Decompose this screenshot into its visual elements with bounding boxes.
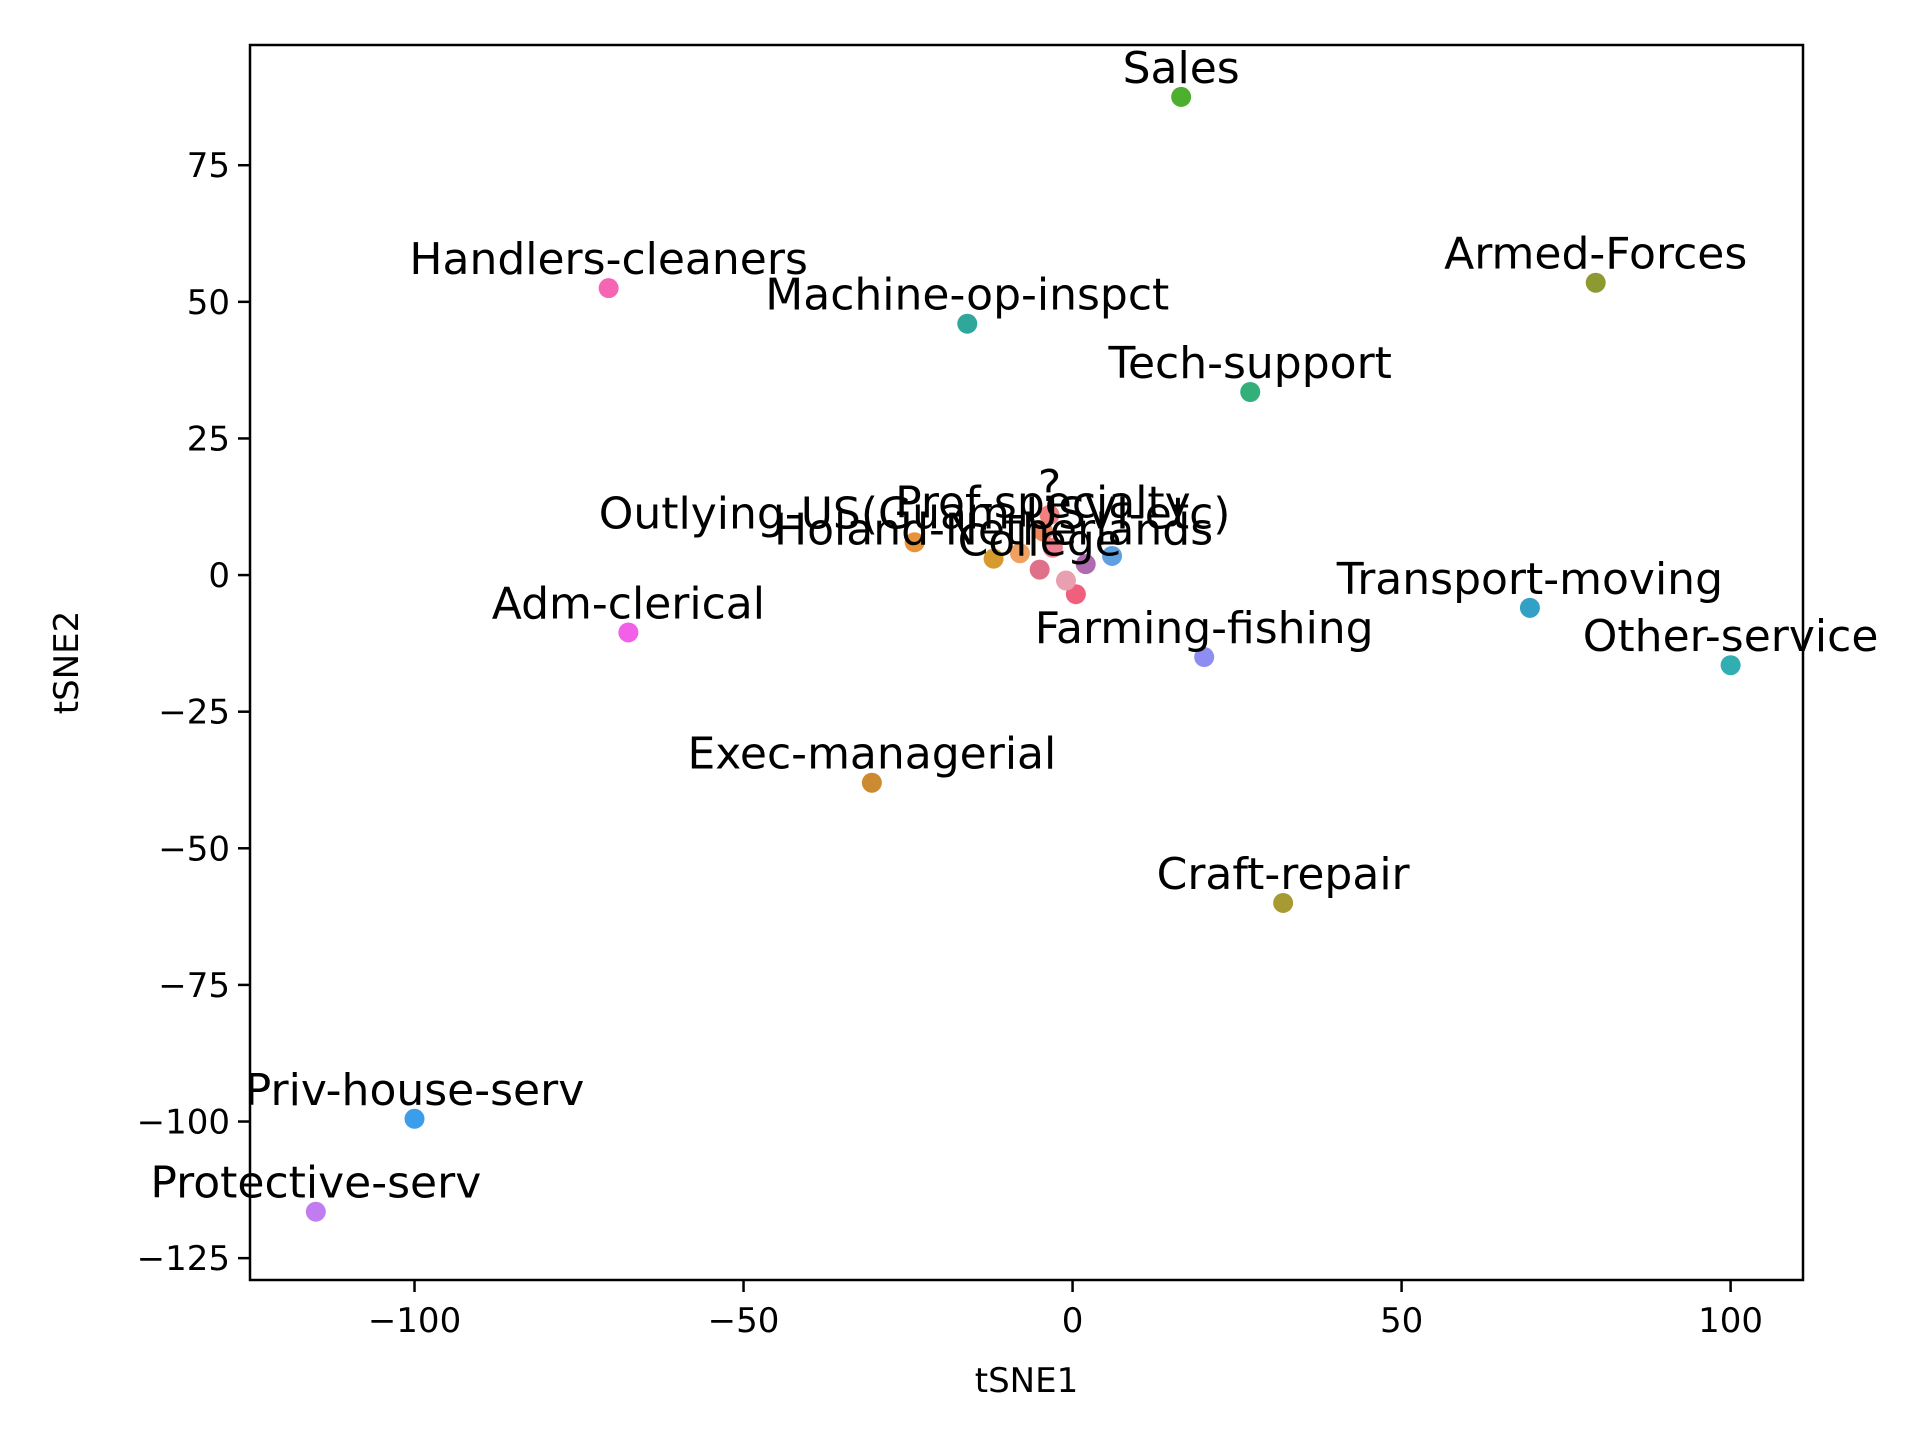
data-point bbox=[404, 1108, 425, 1129]
point-label: Tech-support bbox=[1108, 338, 1392, 389]
point-label: Holand-Netherlands bbox=[774, 505, 1213, 556]
cluster-point bbox=[1042, 537, 1063, 558]
point-label: Transport-moving bbox=[1336, 554, 1723, 605]
data-point bbox=[957, 313, 978, 334]
plot-frame bbox=[248, 43, 1805, 1282]
x-tick-label: −100 bbox=[368, 1301, 461, 1341]
data-point bbox=[618, 622, 639, 643]
point-label: ? bbox=[1038, 461, 1061, 512]
point-label: Handlers-cleaners bbox=[409, 234, 807, 285]
data-point bbox=[1039, 504, 1060, 525]
x-tick-label: 100 bbox=[1698, 1301, 1763, 1341]
point-label: Priv-house-serv bbox=[245, 1065, 585, 1116]
cluster-point bbox=[1055, 570, 1076, 591]
data-point bbox=[861, 772, 882, 793]
cluster-point bbox=[1009, 543, 1030, 564]
data-point bbox=[305, 1201, 326, 1222]
x-tick-label: 0 bbox=[1062, 1301, 1084, 1341]
x-tick-label: 50 bbox=[1380, 1301, 1423, 1341]
data-point bbox=[1171, 86, 1192, 107]
point-label: Protective-serv bbox=[150, 1158, 481, 1209]
y-tick-label: 25 bbox=[187, 419, 230, 459]
y-tick-label: −25 bbox=[158, 693, 230, 733]
data-point bbox=[1585, 272, 1606, 293]
y-tick-label: −125 bbox=[137, 1239, 230, 1279]
y-axis-ticks: −125 −100 −75 −50 −25 0 25 50 75 bbox=[137, 146, 250, 1279]
y-tick-label: −100 bbox=[137, 1103, 230, 1143]
point-label: Machine-op-inspct bbox=[765, 270, 1169, 321]
data-point bbox=[1273, 892, 1294, 913]
point-label: Other-service bbox=[1583, 611, 1879, 662]
point-label: Prof-specialty bbox=[895, 477, 1191, 528]
x-axis-ticks: −100 −50 0 50 100 bbox=[368, 1280, 1763, 1341]
x-tick-label: −50 bbox=[708, 1301, 780, 1341]
y-tick-label: −50 bbox=[158, 829, 230, 869]
x-axis-label: tSNE1 bbox=[975, 1361, 1078, 1401]
data-point bbox=[1032, 521, 1053, 542]
point-label: Exec-managerial bbox=[687, 729, 1056, 780]
y-axis-label: tSNE2 bbox=[47, 611, 87, 714]
data-point bbox=[1240, 382, 1261, 403]
cluster-point bbox=[1102, 545, 1123, 566]
data-point bbox=[904, 532, 925, 553]
data-point bbox=[1519, 597, 1540, 618]
point-label: Armed-Forces bbox=[1444, 229, 1747, 280]
cluster-point bbox=[1075, 554, 1096, 575]
data-point bbox=[598, 278, 619, 299]
point-label: Farming-fishing bbox=[1035, 603, 1374, 654]
data-point bbox=[983, 548, 1004, 569]
point-label: Outlying-US(Guam-USVI-etc) bbox=[599, 488, 1231, 539]
data-point bbox=[1194, 647, 1215, 668]
data-points bbox=[305, 86, 1741, 1222]
point-label: College bbox=[958, 516, 1122, 567]
y-tick-label: −75 bbox=[158, 966, 230, 1006]
cluster-points bbox=[1009, 537, 1123, 605]
data-point bbox=[1029, 559, 1050, 580]
y-tick-label: 50 bbox=[187, 283, 230, 323]
y-tick-label: 75 bbox=[187, 146, 230, 186]
point-label: Adm-clerical bbox=[492, 578, 765, 629]
y-tick-label: 0 bbox=[208, 556, 230, 596]
point-label: Craft-repair bbox=[1157, 849, 1411, 900]
point-label: Sales bbox=[1123, 43, 1240, 94]
data-point bbox=[1720, 655, 1741, 676]
